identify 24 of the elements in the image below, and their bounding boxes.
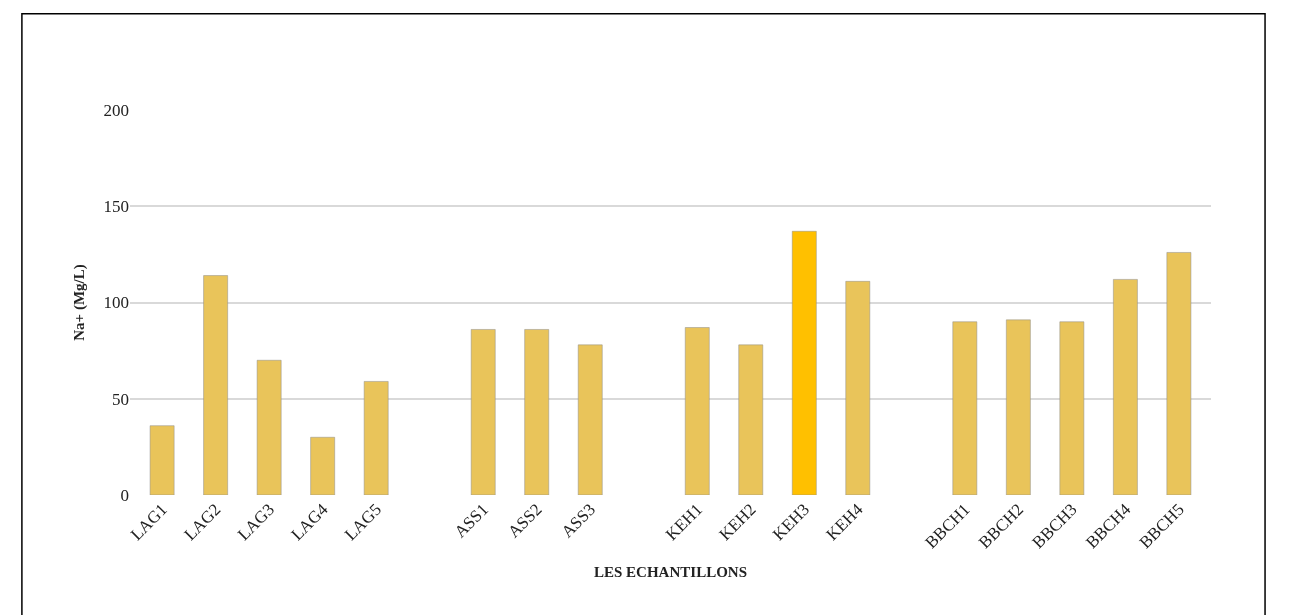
y-axis-title: Na+ (Mg/L) — [70, 264, 88, 341]
bar — [203, 275, 228, 495]
bar — [310, 437, 335, 495]
y-tick-label: 150 — [103, 197, 129, 217]
x-axis-title: LES ECHANTILLONS — [594, 564, 747, 581]
bar — [577, 344, 603, 495]
bar — [524, 329, 549, 495]
bar — [1059, 321, 1085, 495]
bar — [684, 327, 710, 495]
bar — [470, 329, 496, 495]
bar — [1113, 279, 1138, 495]
y-tick-label: 50 — [112, 389, 129, 409]
bar — [738, 344, 764, 495]
bar — [1166, 252, 1192, 495]
bar — [1006, 319, 1031, 495]
bar — [792, 231, 817, 495]
y-tick-label: 100 — [103, 293, 129, 313]
bar — [952, 321, 978, 495]
bar — [363, 381, 389, 495]
y-tick-label: 200 — [103, 100, 129, 120]
y-tick-label: 0 — [120, 485, 129, 505]
bar — [256, 360, 282, 495]
bar — [149, 425, 175, 495]
bar — [845, 281, 871, 495]
